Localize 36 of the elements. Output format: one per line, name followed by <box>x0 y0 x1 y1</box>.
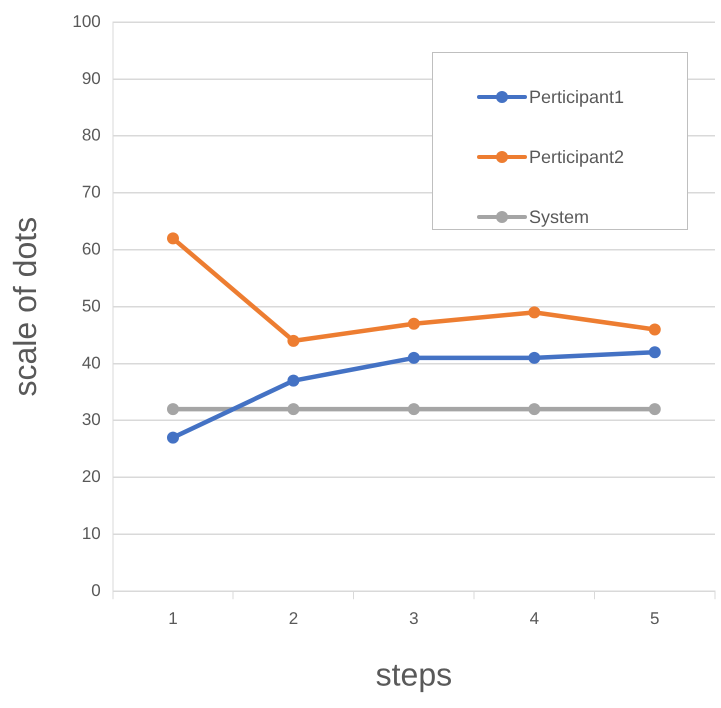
y-tick-label: 60 <box>82 239 101 258</box>
x-tick-label: 5 <box>650 609 660 628</box>
y-tick-label: 90 <box>82 68 101 88</box>
point <box>648 346 661 358</box>
legend-label: System <box>529 206 590 228</box>
point <box>408 403 420 416</box>
point <box>408 352 420 364</box>
y-tick-label: 0 <box>91 580 101 600</box>
y-tick-label: 30 <box>82 410 101 430</box>
y-tick-label: 40 <box>82 353 101 372</box>
legend-label: Perticipant2 <box>529 146 624 168</box>
point <box>166 432 179 444</box>
point <box>528 403 540 416</box>
point <box>408 318 420 330</box>
y-tick-label: 70 <box>82 182 101 202</box>
x-tick-label: 2 <box>288 609 298 628</box>
point <box>287 334 300 347</box>
x-tick-label: 3 <box>409 609 419 628</box>
y-tick-label: 20 <box>82 467 101 486</box>
point <box>287 374 300 387</box>
point <box>166 403 179 416</box>
point <box>528 352 540 364</box>
y-tick-label: 100 <box>72 12 101 31</box>
point <box>648 323 661 336</box>
y-tick-label: 50 <box>82 296 101 316</box>
x-axis-title: steps <box>376 656 452 693</box>
y-tick-label: 80 <box>82 126 101 145</box>
x-tick-label: 4 <box>530 609 540 628</box>
point <box>528 306 540 318</box>
x-tick-label: 1 <box>168 609 178 628</box>
legend-label: Perticipant1 <box>529 86 624 108</box>
point <box>287 403 300 416</box>
y-axis-title: scale of dots <box>7 216 44 397</box>
point <box>166 232 179 244</box>
y-tick-label: 10 <box>82 524 101 543</box>
point <box>648 403 661 416</box>
